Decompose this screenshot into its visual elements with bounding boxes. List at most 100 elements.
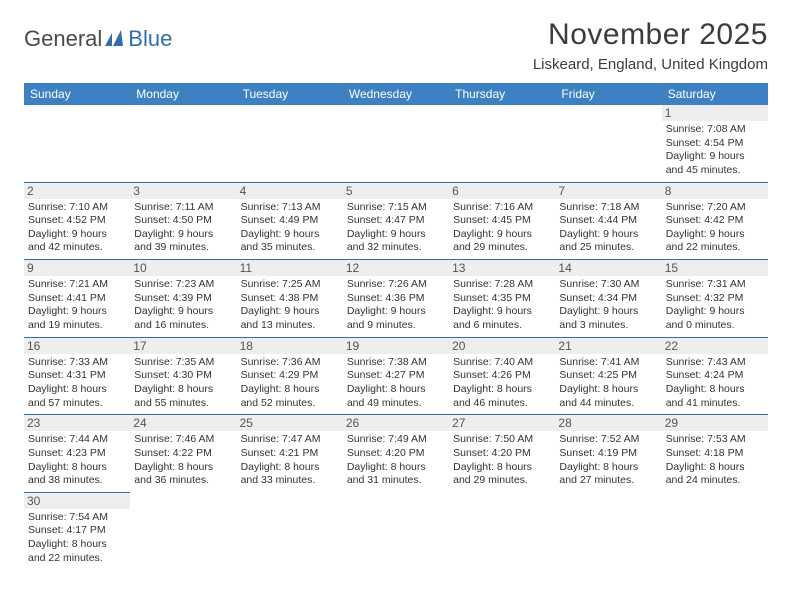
day-line: and 19 minutes.	[28, 319, 126, 333]
day-line: Sunset: 4:54 PM	[666, 137, 764, 151]
day-line: and 0 minutes.	[666, 319, 764, 333]
day-details: Sunrise: 7:31 AMSunset: 4:32 PMDaylight:…	[666, 278, 764, 333]
day-number: 30	[24, 493, 130, 509]
day-number: 7	[555, 183, 661, 199]
day-line: Sunset: 4:26 PM	[453, 369, 551, 383]
month-title: November 2025	[533, 18, 768, 52]
day-line: and 52 minutes.	[241, 397, 339, 411]
day-details: Sunrise: 7:11 AMSunset: 4:50 PMDaylight:…	[134, 201, 232, 256]
calendar-cell	[237, 492, 343, 569]
calendar-cell: 7Sunrise: 7:18 AMSunset: 4:44 PMDaylight…	[555, 182, 661, 260]
calendar-cell: 3 Sunrise: 7:11 AMSunset: 4:50 PMDaylight…	[130, 182, 236, 260]
day-line: Sunset: 4:49 PM	[241, 214, 339, 228]
day-line: Sunrise: 7:21 AM	[28, 278, 126, 292]
day-number: 11	[237, 260, 343, 276]
calendar-head: SundayMondayTuesdayWednesdayThursdayFrid…	[24, 83, 768, 105]
day-number	[555, 492, 661, 494]
day-number: 16	[24, 338, 130, 354]
day-number: 10	[130, 260, 236, 276]
day-line: Daylight: 8 hours	[453, 461, 551, 475]
calendar-page: General Blue November 2025 Liskeard, Eng…	[0, 0, 792, 569]
day-line: and 6 minutes.	[453, 319, 551, 333]
day-number	[555, 105, 661, 107]
calendar-cell: 30Sunrise: 7:54 AMSunset: 4:17 PMDayligh…	[24, 492, 130, 569]
calendar-cell: 23Sunrise: 7:44 AMSunset: 4:23 PMDayligh…	[24, 415, 130, 493]
day-line: and 46 minutes.	[453, 397, 551, 411]
day-line: Sunrise: 7:18 AM	[559, 201, 657, 215]
calendar-cell: 24Sunrise: 7:46 AMSunset: 4:22 PMDayligh…	[130, 415, 236, 493]
day-number: 9	[24, 260, 130, 276]
day-line: Daylight: 9 hours	[453, 305, 551, 319]
day-line: Sunset: 4:21 PM	[241, 447, 339, 461]
day-line: Daylight: 8 hours	[559, 461, 657, 475]
calendar-cell: 1 Sunrise: 7:08 AMSunset: 4:54 PMDaylight…	[662, 105, 768, 182]
calendar-cell: 27Sunrise: 7:50 AMSunset: 4:20 PMDayligh…	[449, 415, 555, 493]
day-line: and 31 minutes.	[347, 474, 445, 488]
calendar-cell	[662, 492, 768, 569]
day-line: Sunrise: 7:30 AM	[559, 278, 657, 292]
day-line: and 42 minutes.	[28, 241, 126, 255]
day-number	[130, 492, 236, 494]
day-line: Sunrise: 7:35 AM	[134, 356, 232, 370]
day-line: and 25 minutes.	[559, 241, 657, 255]
calendar-cell: 28Sunrise: 7:52 AMSunset: 4:19 PMDayligh…	[555, 415, 661, 493]
day-line: Sunrise: 7:23 AM	[134, 278, 232, 292]
day-number: 22	[662, 338, 768, 354]
day-number	[343, 105, 449, 107]
calendar-table: SundayMondayTuesdayWednesdayThursdayFrid…	[24, 83, 768, 569]
day-line: and 27 minutes.	[559, 474, 657, 488]
header: General Blue November 2025 Liskeard, Eng…	[24, 18, 768, 73]
calendar-cell: 4Sunrise: 7:13 AMSunset: 4:49 PMDaylight…	[237, 182, 343, 260]
day-line: and 16 minutes.	[134, 319, 232, 333]
calendar-row: 30Sunrise: 7:54 AMSunset: 4:17 PMDayligh…	[24, 492, 768, 569]
day-line: and 3 minutes.	[559, 319, 657, 333]
day-line: Daylight: 9 hours	[666, 305, 764, 319]
day-line: Daylight: 8 hours	[347, 461, 445, 475]
calendar-cell	[449, 105, 555, 182]
calendar-cell	[24, 105, 130, 182]
day-details: Sunrise: 7:21 AMSunset: 4:41 PMDaylight:…	[28, 278, 126, 333]
day-details: Sunrise: 7:10 AMSunset: 4:52 PMDaylight:…	[28, 201, 126, 256]
day-line: Sunrise: 7:47 AM	[241, 433, 339, 447]
calendar-cell	[237, 105, 343, 182]
calendar-row: 1 Sunrise: 7:08 AMSunset: 4:54 PMDaylight…	[24, 105, 768, 182]
day-line: Sunrise: 7:28 AM	[453, 278, 551, 292]
day-line: Sunset: 4:19 PM	[559, 447, 657, 461]
day-number: 1	[662, 105, 768, 121]
day-line: Sunset: 4:22 PM	[134, 447, 232, 461]
day-number: 27	[449, 415, 555, 431]
day-line: Sunrise: 7:36 AM	[241, 356, 339, 370]
calendar-cell: 19Sunrise: 7:38 AMSunset: 4:27 PMDayligh…	[343, 337, 449, 415]
calendar-cell: 11 Sunrise: 7:25 AMSunset: 4:38 PMDayligh…	[237, 260, 343, 338]
day-line: Sunrise: 7:54 AM	[28, 511, 126, 525]
day-details: Sunrise: 7:28 AMSunset: 4:35 PMDaylight:…	[453, 278, 551, 333]
day-number: 26	[343, 415, 449, 431]
logo-text-2: Blue	[128, 26, 172, 52]
day-details: Sunrise: 7:08 AMSunset: 4:54 PMDaylight:…	[666, 123, 764, 178]
calendar-cell: 17Sunrise: 7:35 AMSunset: 4:30 PMDayligh…	[130, 337, 236, 415]
day-line: Daylight: 9 hours	[559, 228, 657, 242]
day-number: 3	[130, 183, 236, 199]
calendar-cell	[130, 105, 236, 182]
day-line: Sunrise: 7:50 AM	[453, 433, 551, 447]
day-line: Daylight: 8 hours	[666, 461, 764, 475]
day-number	[130, 105, 236, 107]
day-line: and 22 minutes.	[28, 552, 126, 566]
day-line: Daylight: 9 hours	[453, 228, 551, 242]
calendar-cell: 29Sunrise: 7:53 AMSunset: 4:18 PMDayligh…	[662, 415, 768, 493]
day-line: Daylight: 8 hours	[241, 383, 339, 397]
location: Liskeard, England, United Kingdom	[533, 56, 768, 73]
day-number: 23	[24, 415, 130, 431]
day-details: Sunrise: 7:16 AMSunset: 4:45 PMDaylight:…	[453, 201, 551, 256]
flag-icon	[105, 26, 127, 52]
day-details: Sunrise: 7:40 AMSunset: 4:26 PMDaylight:…	[453, 356, 551, 411]
day-details: Sunrise: 7:33 AMSunset: 4:31 PMDaylight:…	[28, 356, 126, 411]
day-details: Sunrise: 7:43 AMSunset: 4:24 PMDaylight:…	[666, 356, 764, 411]
day-details: Sunrise: 7:25 AMSunset: 4:38 PMDaylight:…	[241, 278, 339, 333]
day-number	[662, 492, 768, 494]
day-details: Sunrise: 7:15 AMSunset: 4:47 PMDaylight:…	[347, 201, 445, 256]
day-line: and 33 minutes.	[241, 474, 339, 488]
day-line: Sunset: 4:18 PM	[666, 447, 764, 461]
day-line: and 9 minutes.	[347, 319, 445, 333]
day-line: Sunset: 4:31 PM	[28, 369, 126, 383]
